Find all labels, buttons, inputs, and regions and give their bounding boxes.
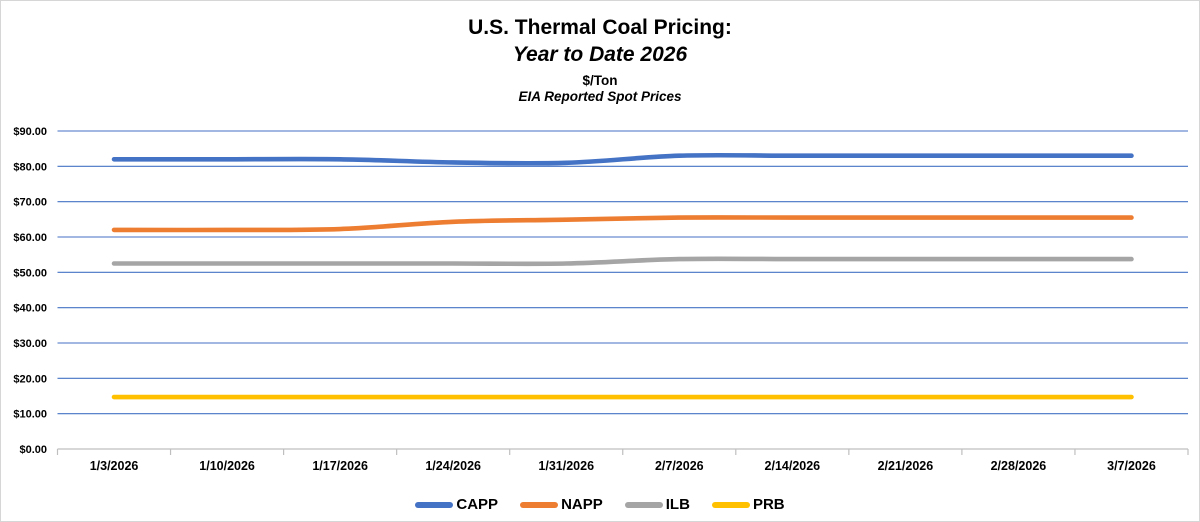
legend-label-napp: NAPP [561,496,603,513]
x-axis-tick-label: 2/14/2026 [765,459,821,473]
series-line-ilb [111,256,1134,267]
y-axis-tick-label: $90.00 [13,126,47,138]
chart-title: U.S. Thermal Coal Pricing: [468,16,732,39]
y-axis-tick-label: $10.00 [13,409,47,421]
chart-unit-label: $/Ton [582,72,618,88]
legend-item-ilb: ILB [624,496,690,513]
y-axis-tick-label: $30.00 [13,338,47,350]
legend-swatch-napp [520,501,559,508]
legend-label-ilb: ILB [665,496,690,513]
chart-source-note: EIA Reported Spot Prices [518,89,682,105]
y-axis-tick-label: $80.00 [13,161,47,173]
x-axis-tick-label: 2/7/2026 [655,459,704,473]
chart-subtitle: Year to Date 2026 [512,43,688,67]
legend-swatch-capp [415,501,454,508]
x-axis-tick-label: 1/10/2026 [199,459,255,473]
y-axis-tick-label: $70.00 [13,197,47,209]
legend-label-prb: PRB [752,496,785,513]
legend-item-capp: CAPP [415,496,498,513]
legend-item-prb: PRB [711,496,785,513]
x-axis-tick-label: 3/7/2026 [1107,459,1156,473]
x-axis-tick-label: 1/3/2026 [90,459,139,473]
y-axis-tick-label: $60.00 [13,232,47,244]
legend-item-napp: NAPP [520,496,603,513]
y-axis-tick-label: $0.00 [19,444,47,456]
legend: CAPP NAPP ILB PRB [1,496,1199,513]
legend-label-capp: CAPP [456,496,499,513]
y-axis-tick-label: $20.00 [13,373,47,385]
y-axis-tick-label: $40.00 [13,303,47,315]
y-axis-tick-label: $50.00 [13,267,47,279]
series-line-capp [111,152,1134,166]
x-axis-tick-label: 2/21/2026 [878,459,934,473]
series-line-napp [111,215,1134,233]
x-axis-tick-label: 1/17/2026 [312,459,368,473]
x-axis-tick-label: 1/24/2026 [425,459,481,473]
legend-swatch-ilb [624,501,663,508]
x-axis-tick-label: 1/31/2026 [538,459,594,473]
legend-swatch-prb [711,501,750,508]
x-axis-tick-label: 2/28/2026 [991,459,1047,473]
chart-header: U.S. Thermal Coal Pricing: Year to Date … [1,15,1199,105]
